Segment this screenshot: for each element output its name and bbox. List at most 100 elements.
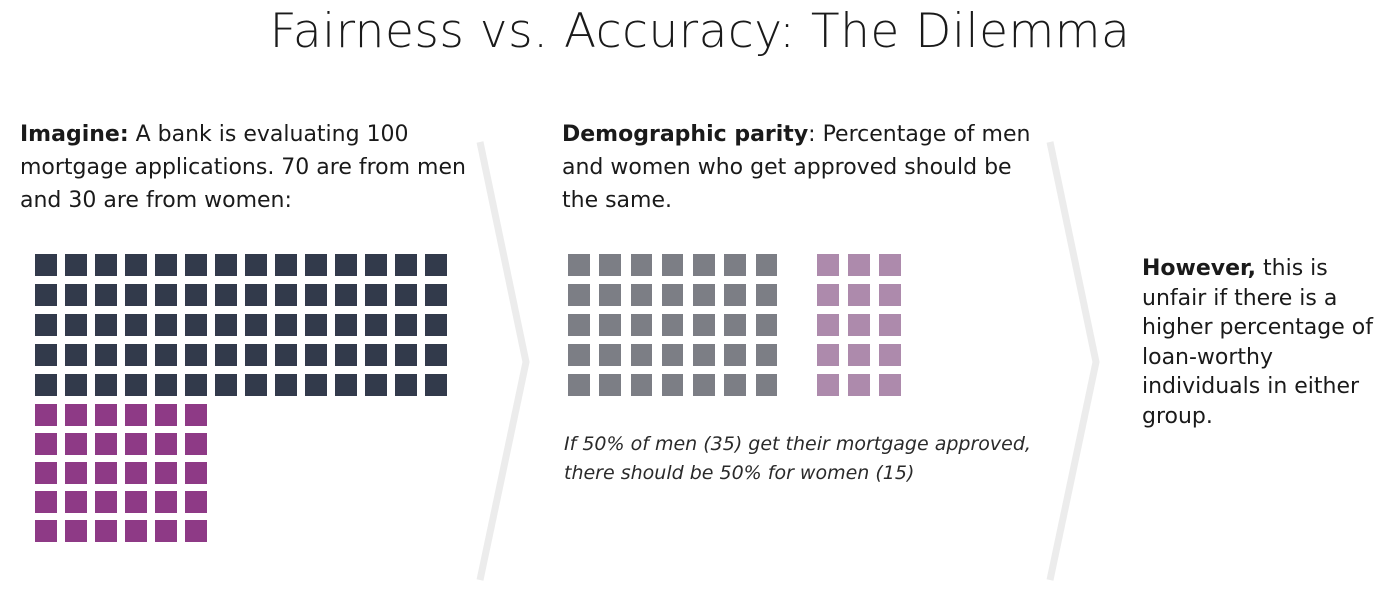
grid-square: [275, 254, 297, 276]
grid-square: [817, 374, 839, 396]
grid-square: [35, 462, 57, 484]
grid-square: [848, 314, 870, 336]
grid-square: [724, 314, 746, 336]
grid-square: [755, 344, 778, 366]
grid-square: [95, 491, 117, 513]
grid-square: [661, 314, 684, 336]
grid-square: [65, 284, 87, 306]
grid-square: [817, 284, 839, 306]
grid-square: [155, 433, 177, 455]
grid-square: [305, 284, 327, 306]
grid-square: [879, 374, 901, 396]
grid-square: [724, 344, 746, 366]
grid-square: [879, 284, 901, 306]
grid-square: [95, 314, 117, 336]
women-applications-grid: [35, 404, 207, 542]
grid-square: [245, 284, 267, 306]
grid-square: [335, 284, 357, 306]
grid-square: [305, 374, 327, 396]
intro-text: Imagine: A bank is evaluating 100 mortga…: [20, 118, 490, 217]
grid-square: [125, 433, 147, 455]
conclusion-body: this is unfair if there is a higher perc…: [1142, 256, 1373, 429]
grid-square: [65, 491, 87, 513]
grid-square: [35, 284, 57, 306]
grid-square: [335, 374, 357, 396]
grid-square: [365, 374, 387, 396]
grid-square: [425, 344, 447, 366]
conclusion-text: However, this is unfair if there is a hi…: [1142, 254, 1392, 431]
grid-square: [65, 344, 87, 366]
grid-square: [395, 254, 417, 276]
grid-square: [599, 284, 621, 306]
grid-square: [65, 433, 87, 455]
grid-square: [599, 374, 621, 396]
grid-square: [215, 374, 237, 396]
grid-square: [275, 284, 297, 306]
grid-square: [599, 314, 621, 336]
grid-square: [215, 314, 237, 336]
grid-square: [879, 254, 901, 276]
grid-square: [155, 462, 177, 484]
grid-square: [155, 404, 177, 426]
grid-square: [185, 344, 207, 366]
grid-square: [425, 284, 447, 306]
grid-square: [693, 374, 715, 396]
grid-square: [848, 254, 870, 276]
grid-square: [65, 254, 87, 276]
grid-square: [693, 314, 715, 336]
grid-square: [155, 491, 177, 513]
grid-square: [848, 374, 870, 396]
grid-square: [65, 462, 87, 484]
grid-square: [35, 404, 57, 426]
grid-square: [879, 344, 901, 366]
grid-square: [395, 344, 417, 366]
grid-square: [185, 284, 207, 306]
grid-square: [693, 284, 715, 306]
grid-square: [395, 284, 417, 306]
grid-square: [65, 520, 87, 542]
parity-body: : Percentage of men and women who get ap…: [562, 122, 1031, 213]
grid-square: [95, 520, 117, 542]
grid-square: [724, 254, 746, 276]
parity-lead: Demographic parity: [562, 122, 809, 147]
grid-square: [630, 374, 653, 396]
grid-square: [95, 462, 117, 484]
grid-square: [275, 374, 297, 396]
grid-square: [125, 254, 147, 276]
grid-square: [35, 254, 57, 276]
grid-square: [125, 520, 147, 542]
grid-square: [215, 284, 237, 306]
grid-square: [630, 314, 653, 336]
men-approved-grid: [568, 254, 778, 396]
page-title: Fairness vs. Accuracy: The Dilemma: [269, 4, 1131, 59]
grid-square: [568, 284, 590, 306]
grid-square: [817, 254, 839, 276]
grid-square: [724, 374, 746, 396]
grid-square: [365, 344, 387, 366]
grid-square: [724, 284, 746, 306]
grid-square: [185, 254, 207, 276]
grid-square: [599, 254, 621, 276]
grid-square: [395, 314, 417, 336]
grid-square: [755, 374, 778, 396]
grid-square: [95, 433, 117, 455]
grid-square: [365, 254, 387, 276]
grid-square: [425, 314, 447, 336]
grid-square: [185, 314, 207, 336]
grid-square: [599, 344, 621, 366]
grid-square: [185, 374, 207, 396]
grid-square: [35, 374, 57, 396]
grid-square: [425, 374, 447, 396]
grid-square: [155, 254, 177, 276]
grid-square: [661, 374, 684, 396]
grid-square: [65, 404, 87, 426]
intro-body: A bank is evaluating 100 mortgage applic…: [20, 122, 466, 213]
grid-square: [185, 433, 207, 455]
men-applications-grid: [35, 254, 447, 396]
chevron-divider-2: [1046, 141, 1100, 581]
grid-square: [125, 314, 147, 336]
grid-square: [568, 254, 590, 276]
grid-square: [693, 344, 715, 366]
parity-note: If 50% of men (35) get their mortgage ap…: [564, 433, 1031, 484]
